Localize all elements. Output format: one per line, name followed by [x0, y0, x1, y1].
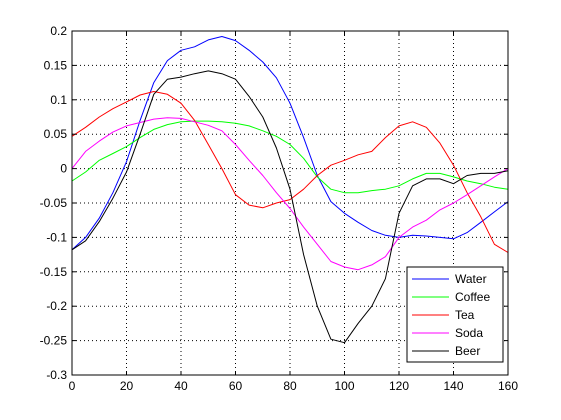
plot-area: 0 20 40 60 80 100 120 140 160 -0.3 -0.25 -0.2 -0.15 -…: [40, 24, 519, 393]
legend-label-coffee: Coffee: [455, 290, 490, 304]
y-tick-label: 0.05: [44, 127, 68, 141]
x-tick-label: 0: [69, 379, 76, 393]
series-line-water: [71, 36, 509, 251]
x-tick-label: 160: [498, 379, 518, 393]
y-tick-label: 0.15: [44, 58, 68, 72]
y-tick-label: -0.1: [46, 230, 67, 244]
y-tick-label: 0.1: [50, 93, 67, 107]
y-tick-label: 0.2: [50, 24, 67, 38]
x-tick-label: 20: [120, 379, 134, 393]
y-tick-label: -0.05: [40, 196, 68, 210]
x-tick-label: 80: [283, 379, 297, 393]
legend-label-beer: Beer: [455, 344, 480, 358]
x-tick-label: 60: [229, 379, 243, 393]
series-line-beer: [71, 70, 509, 344]
legend-label-water: Water: [455, 272, 487, 286]
x-tick-label: 100: [334, 379, 354, 393]
y-tick-label: -0.15: [40, 265, 68, 279]
y-tick-label: -0.3: [46, 368, 67, 382]
x-tick-label: 40: [174, 379, 188, 393]
legend-label-soda: Soda: [455, 326, 483, 340]
y-tick-label: 0: [60, 162, 67, 176]
x-tick-label: 120: [389, 379, 409, 393]
legend-label-tea: Tea: [455, 308, 475, 322]
series-line-tea: [71, 91, 509, 253]
x-tick-label: 140: [443, 379, 463, 393]
series-line-coffee: [71, 120, 509, 194]
y-tick-label: -0.25: [40, 334, 68, 348]
y-tick-label: -0.2: [46, 299, 67, 313]
